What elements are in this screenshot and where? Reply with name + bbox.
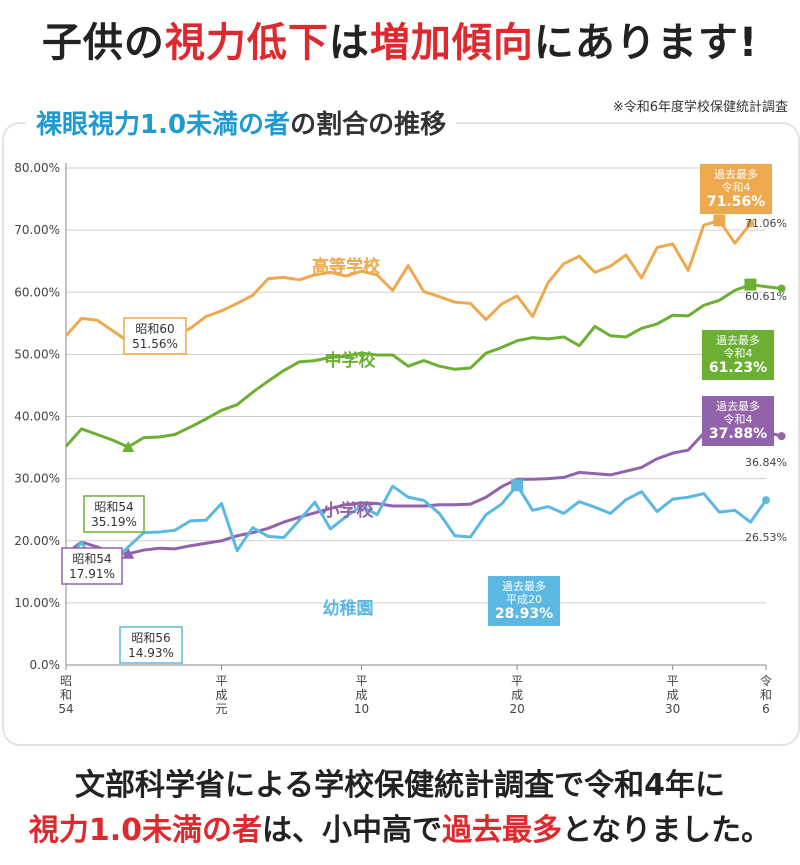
callout-text: 令和4 [722, 180, 751, 194]
callout-text: 平成20 [506, 593, 542, 606]
source-note: ※令和6年度学校保健統計調査 [612, 100, 788, 115]
y-tick-label: 10.00% [14, 596, 60, 610]
x-tick-label: 令和 6 [760, 673, 772, 716]
callout-text: 28.93% [495, 606, 553, 622]
footer-line-2: 視力1.0未満の者は、小中高で過去最多となりました。 [0, 805, 800, 849]
callout-text: 過去最多 [716, 399, 760, 413]
callout-text: 令和4 [724, 412, 753, 426]
chart-subtitle-rest: の割合の推移 [290, 110, 447, 140]
min-point-elementary [122, 547, 135, 559]
callout-text: 過去最多 [714, 167, 758, 181]
series-label-high: 高等学校 [312, 256, 381, 277]
x-tick-label: 平成元 [216, 674, 228, 716]
headline-part-3: にあります! [533, 20, 759, 66]
callout-box [488, 576, 560, 626]
x-tick-label: 昭和 54 [58, 674, 73, 716]
callout-box [702, 396, 774, 446]
end-value-label-elementary: 36.84% [745, 456, 787, 469]
end-point-middle [777, 284, 786, 293]
callout-text: 過去最多 [502, 579, 546, 593]
headline-part-1: 子供の [41, 20, 165, 66]
footer-part-1: は、小中高で [262, 813, 443, 848]
series-line-middle [64, 283, 782, 449]
callout-text: 昭和54 [72, 552, 111, 566]
headline-highlight-1: 視力低下 [164, 20, 329, 66]
end-value-label-high: 71.06% [745, 217, 787, 230]
end-point-high [746, 219, 755, 228]
callout-text: 61.23% [709, 360, 767, 376]
callout-text: 51.56% [132, 337, 178, 351]
max-point-kinder [511, 479, 524, 492]
callout-text: 昭和60 [135, 322, 174, 336]
callout-box [700, 164, 772, 214]
y-tick-label: 20.00% [14, 534, 60, 548]
headline: 子供の視力低下は増加傾向にあります! [0, 10, 800, 68]
x-tick-label: 平成 30 [665, 674, 680, 716]
min-point-middle [122, 440, 135, 452]
footer-highlight-2: 過去最多 [442, 813, 563, 848]
callout-box [61, 547, 123, 585]
footer-line-1: 文部科学省による学校保健統計調査で令和4年に [75, 768, 725, 803]
series-label-kinder: 幼稚園 [323, 598, 374, 619]
callout-box [83, 495, 145, 533]
series-label-middle: 中学校 [325, 350, 377, 371]
x-tick-label: 平成 20 [509, 674, 524, 716]
callout-text: 35.19% [91, 515, 137, 529]
y-tick-label: 70.00% [14, 223, 60, 237]
end-point-elementary [777, 432, 786, 441]
y-tick-label: 80.00% [14, 161, 60, 175]
series-line-kinder [64, 483, 768, 574]
callout-text: 令和4 [724, 346, 753, 360]
end-point-kinder [762, 496, 770, 505]
end-value-label-middle: 60.61% [745, 290, 787, 303]
line-chart: 0.0% 10.00% 20.00% 30.00% 40.00% 50.00% 60.00%… [14, 161, 787, 716]
callout-text: 過去最多 [716, 333, 760, 347]
chart-subtitle-highlight: 裸眼視力1.0未満の者 [36, 110, 291, 140]
headline-part-2: は [328, 20, 370, 66]
callout-text: 37.88% [709, 426, 767, 442]
series-line-elementary [65, 428, 782, 556]
footer-part-2: となりました。 [562, 813, 772, 848]
max-point-middle [744, 278, 757, 291]
callout-text: 14.93% [128, 646, 174, 660]
y-tick-label: 40.00% [14, 410, 60, 424]
callout-box [119, 626, 183, 664]
chart-subtitle: 裸眼視力1.0未満の者の割合の推移 [26, 104, 457, 141]
x-tick-label: 平成 10 [354, 674, 369, 716]
footer-highlight-1: 視力1.0未満の者 [28, 813, 263, 848]
max-point-high [713, 214, 726, 227]
callout-text: 17.91% [69, 567, 115, 581]
headline-highlight-2: 増加傾向 [369, 20, 534, 66]
series-label-elementary: 小学校 [323, 500, 375, 521]
y-tick-label: 60.00% [14, 285, 60, 299]
callout-box [702, 330, 774, 380]
callout-text: 昭和54 [94, 500, 133, 514]
callout-text: 昭和56 [131, 631, 170, 645]
y-tick-label: 0.0% [30, 658, 61, 672]
y-tick-label: 50.00% [14, 347, 60, 361]
callout-box [123, 317, 187, 355]
callout-text: 71.56% [707, 194, 765, 210]
y-tick-label: 30.00% [14, 472, 60, 486]
end-value-label-kinder: 26.53% [745, 531, 787, 544]
